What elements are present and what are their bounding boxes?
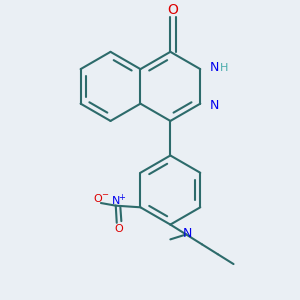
Text: −: − xyxy=(101,190,108,199)
Text: N: N xyxy=(112,196,120,206)
Text: O: O xyxy=(93,194,102,204)
Text: +: + xyxy=(118,193,125,202)
Text: O: O xyxy=(114,224,123,234)
Text: N: N xyxy=(209,61,219,74)
Text: O: O xyxy=(168,3,178,17)
Text: N: N xyxy=(182,226,192,240)
Text: N: N xyxy=(209,99,219,112)
Text: H: H xyxy=(220,64,228,74)
